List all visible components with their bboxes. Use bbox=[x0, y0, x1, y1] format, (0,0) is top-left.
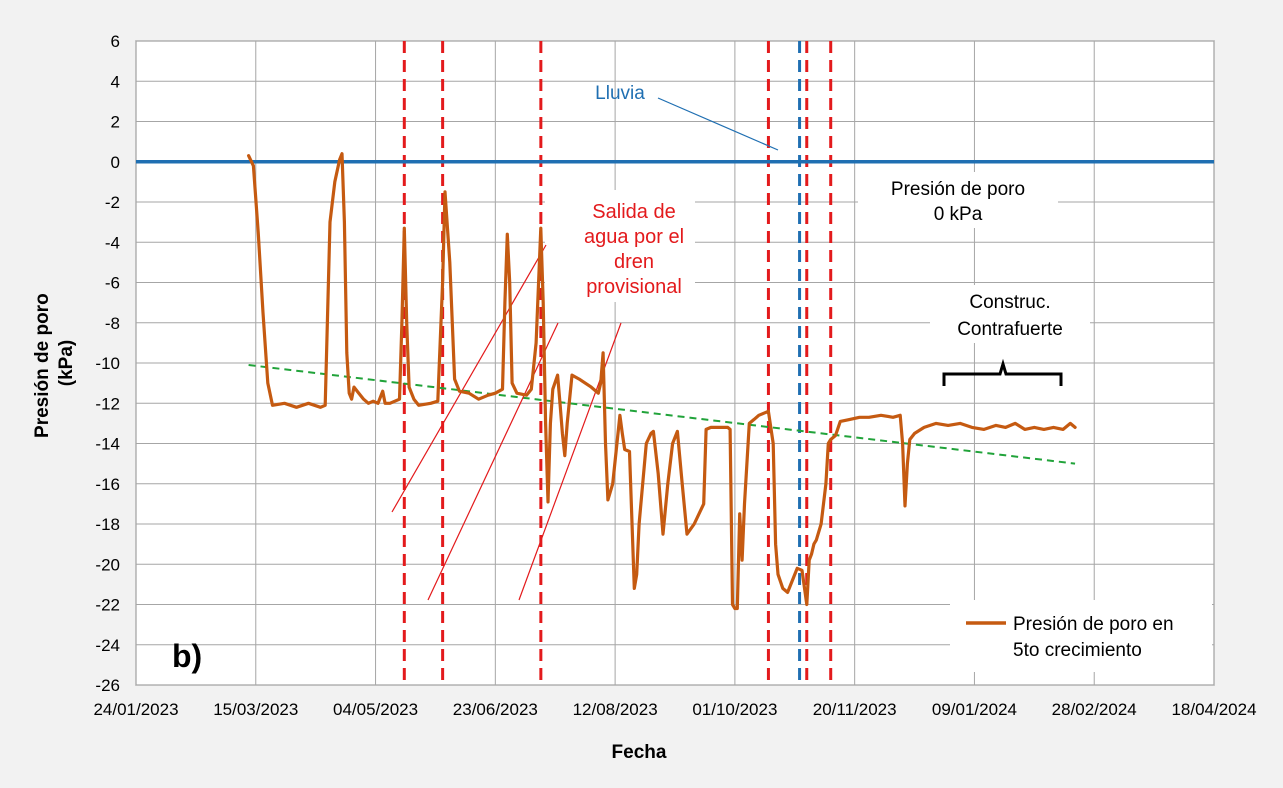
y-tick-label: -4 bbox=[105, 233, 120, 252]
drain-leader-line bbox=[427, 322, 559, 601]
y-axis-title-line-1: Presión de poro bbox=[32, 293, 53, 438]
x-tick-label: 20/11/2023 bbox=[813, 700, 897, 719]
drain-label-box bbox=[545, 190, 695, 302]
x-tick-label: 15/03/2023 bbox=[213, 700, 298, 719]
drain-label-line: Salida de bbox=[592, 201, 675, 223]
y-tick-label: 0 bbox=[111, 153, 120, 172]
panel-label: b) bbox=[172, 638, 202, 674]
legend: Presión de poro en 5to crecimiento bbox=[950, 600, 1212, 672]
y-tick-label: -6 bbox=[105, 274, 120, 293]
grid bbox=[135, 40, 1215, 686]
lluvia-label: Lluvia bbox=[595, 83, 645, 104]
y-tick-label: -10 bbox=[95, 354, 120, 373]
y-tick-label: -22 bbox=[95, 596, 120, 615]
drain-label-line: agua por el bbox=[584, 226, 684, 248]
construction-label-line: Contrafuerte bbox=[957, 319, 1063, 340]
x-tick-label: 09/01/2024 bbox=[932, 700, 1017, 719]
y-tick-label: 4 bbox=[111, 72, 120, 91]
y-tick-label: -24 bbox=[95, 636, 120, 655]
y-tick-label: -2 bbox=[105, 193, 120, 212]
construction-bracket bbox=[942, 358, 1063, 386]
legend-label-line: Presión de poro en bbox=[1013, 614, 1174, 635]
construction-label-line: Construc. bbox=[969, 292, 1050, 313]
drain-label-line: dren bbox=[614, 251, 654, 273]
x-tick-label: 18/04/2024 bbox=[1171, 700, 1256, 719]
legend-box bbox=[950, 600, 1212, 672]
lluvia-leader-line bbox=[657, 97, 779, 151]
x-tick-label: 23/06/2023 bbox=[453, 700, 538, 719]
drain-leader-line bbox=[391, 244, 547, 513]
zero-label-line: 0 kPa bbox=[934, 204, 983, 225]
y-tick-label: -26 bbox=[95, 676, 120, 695]
y-tick-label: -12 bbox=[95, 394, 120, 413]
trend-line bbox=[248, 364, 1076, 465]
y-tick-label: -16 bbox=[95, 475, 120, 494]
zero-label-line: Presión de poro bbox=[891, 179, 1025, 200]
y-tick-label: -18 bbox=[95, 515, 120, 534]
y-tick-label: -8 bbox=[105, 314, 120, 333]
x-tick-labels: 24/01/2023 15/03/2023 04/05/2023 23/06/2023… bbox=[93, 700, 1256, 719]
y-tick-label: -20 bbox=[95, 555, 120, 574]
x-axis-title: Fecha bbox=[612, 742, 667, 763]
x-tick-label: 04/05/2023 bbox=[333, 700, 418, 719]
y-axis-title-line-2: (kPa) bbox=[56, 340, 77, 386]
x-tick-label: 28/02/2024 bbox=[1052, 700, 1137, 719]
x-tick-label: 01/10/2023 bbox=[692, 700, 777, 719]
legend-label-line: 5to crecimiento bbox=[1013, 640, 1142, 661]
x-tick-label: 12/08/2023 bbox=[573, 700, 658, 719]
zero-label-box bbox=[858, 172, 1058, 228]
y-tick-label: -14 bbox=[95, 435, 120, 454]
x-tick-label: 24/01/2023 bbox=[93, 700, 178, 719]
y-tick-labels: 6 4 2 0 -2 -4 -6 -8 -10 -12 -14 -16 -18 -20 -22 -24 -26 bbox=[95, 32, 120, 695]
annotations: Lluvia Salida de agua por el dren provisiona… bbox=[391, 83, 1090, 601]
y-tick-label: 2 bbox=[111, 113, 120, 132]
drain-label-line: provisional bbox=[586, 276, 682, 298]
y-tick-label: 6 bbox=[111, 32, 120, 51]
series-line-presion-poro bbox=[247, 152, 1077, 611]
y-axis-title: Presión de poro (kPa) bbox=[32, 288, 77, 438]
construction-label-box bbox=[930, 285, 1090, 343]
series-layer bbox=[247, 152, 1077, 611]
